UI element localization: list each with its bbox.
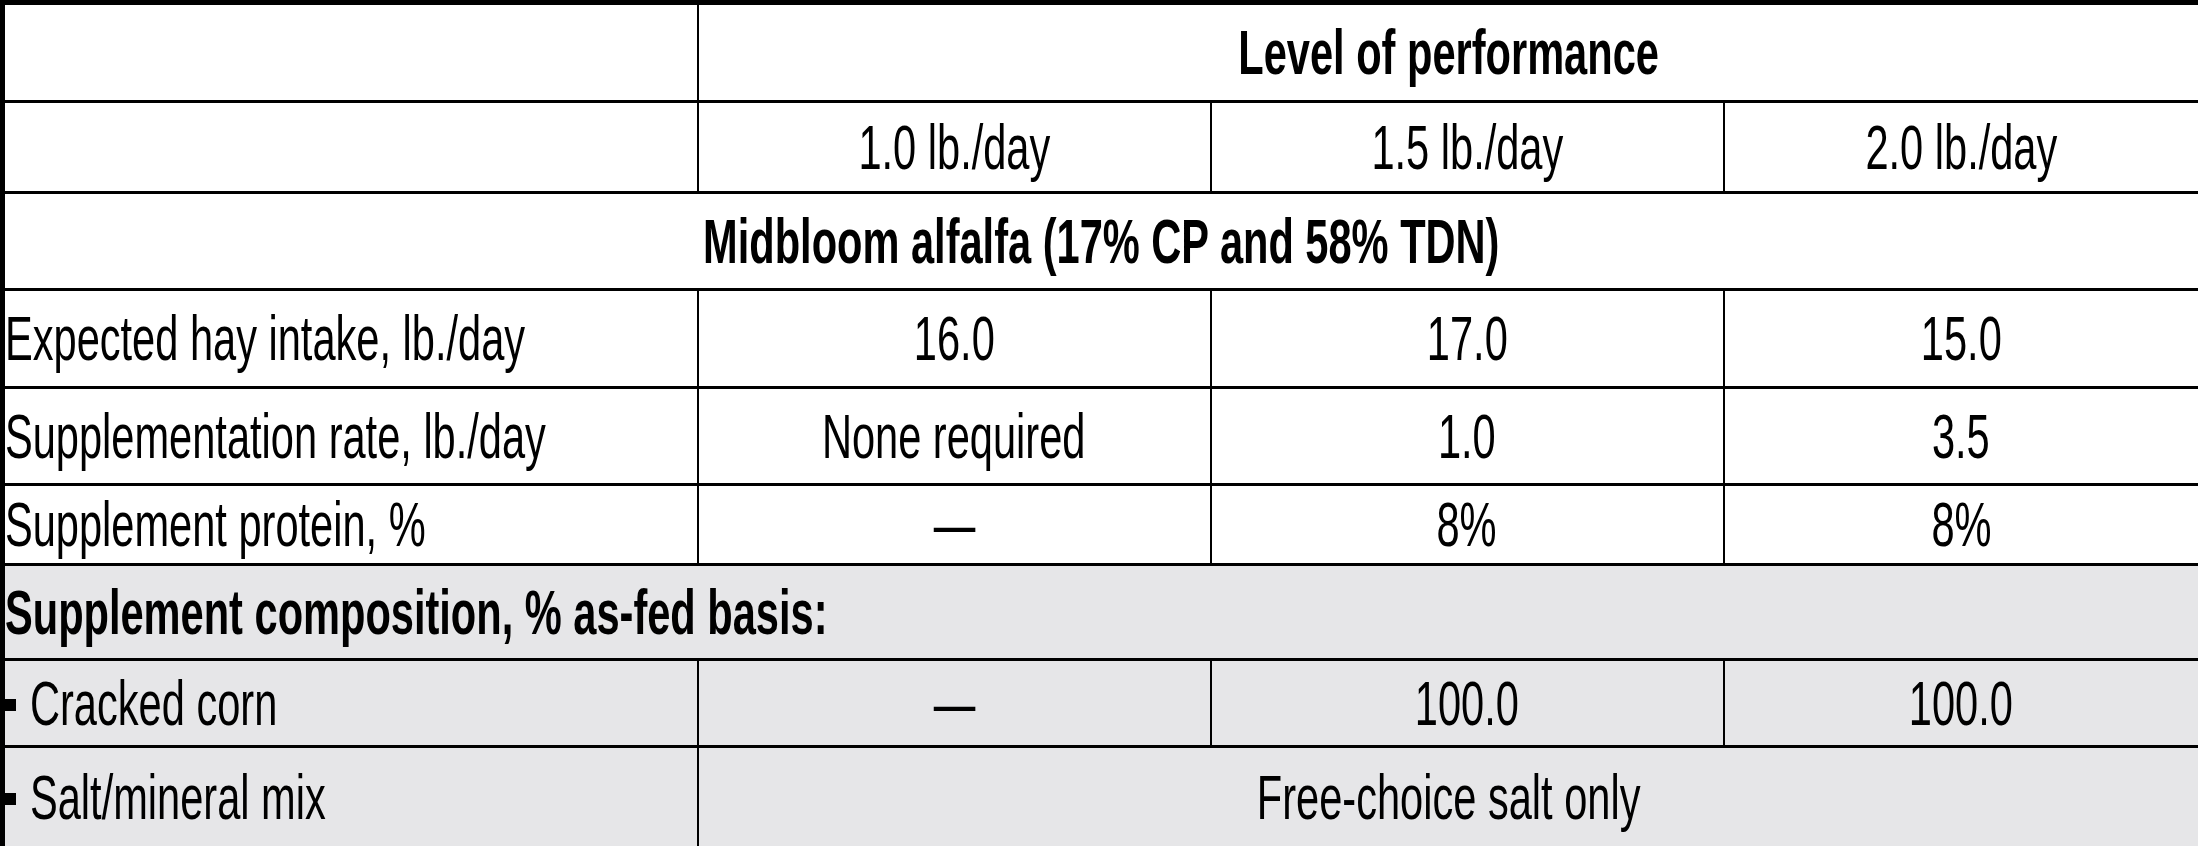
value-cell: 3.5 <box>1724 388 2198 485</box>
table-screenshot: Level of performance 1.0 lb./day 1.5 lb.… <box>0 0 2198 846</box>
value-cell: — <box>698 485 1211 565</box>
square-bullet-icon <box>5 793 16 805</box>
value-cell: 100.0 <box>1211 660 1724 747</box>
value-cell: 16.0 <box>698 290 1211 388</box>
cell-value: 1.0 <box>1438 403 1496 469</box>
column-header-label: 1.5 lb./day <box>1371 114 1563 180</box>
column-header-label: 1.0 lb./day <box>858 114 1050 180</box>
cell-value: — <box>933 670 975 736</box>
row-label-supplementation-rate: Supplementation rate, lb./day <box>3 388 698 485</box>
column-header-level-1: 1.0 lb./day <box>698 102 1211 193</box>
row-label-supplement-protein: Supplement protein, % <box>3 485 698 565</box>
corner-blank-cell <box>3 102 698 193</box>
cell-value: 17.0 <box>1427 305 1508 371</box>
header-row-levels: 1.0 lb./day 1.5 lb./day 2.0 lb./day <box>3 102 2198 193</box>
column-header-label: 2.0 lb./day <box>1865 114 2057 180</box>
header-row-performance: Level of performance <box>3 3 2198 102</box>
corner-blank-cell <box>3 3 698 102</box>
cell-value: Free-choice salt only <box>1256 764 1640 830</box>
value-cell: — <box>698 660 1211 747</box>
header-label: Level of performance <box>1238 19 1659 85</box>
section-header-label: Supplement composition, % as-fed basis: <box>5 579 827 645</box>
row-label-salt-mineral-mix: Salt/mineral mix <box>3 747 698 846</box>
row-label-hay-intake: Expected hay intake, lb./day <box>3 290 698 388</box>
table-row-salt-mineral-mix: Salt/mineral mix Free-choice salt only <box>3 747 2198 846</box>
cell-value: 8% <box>1931 491 1991 557</box>
cell-value: 3.5 <box>1932 403 1990 469</box>
cell-value: 16.0 <box>914 305 995 371</box>
row-label: Supplement protein, % <box>5 491 426 557</box>
section-row-supplement-composition: Supplement composition, % as-fed basis: <box>3 565 2198 660</box>
square-bullet-icon <box>5 699 16 711</box>
supplementation-table: Level of performance 1.0 lb./day 1.5 lb.… <box>0 0 2198 846</box>
cell-value: — <box>933 491 975 557</box>
value-cell: 8% <box>1724 485 2198 565</box>
value-cell: 100.0 <box>1724 660 2198 747</box>
table-row-cracked-corn: Cracked corn — 100.0 100.0 <box>3 660 2198 747</box>
value-cell: 8% <box>1211 485 1724 565</box>
section-row-midbloom-alfalfa: Midbloom alfalfa (17% CP and 58% TDN) <box>3 193 2198 290</box>
row-label: Salt/mineral mix <box>30 764 326 830</box>
section-header-label: Midbloom alfalfa (17% CP and 58% TDN) <box>703 208 1499 274</box>
table-row-hay-intake: Expected hay intake, lb./day 16.0 17.0 1… <box>3 290 2198 388</box>
level-of-performance-header: Level of performance <box>698 3 2198 102</box>
cell-value: 15.0 <box>1921 305 2002 371</box>
cell-value: 8% <box>1437 491 1497 557</box>
value-cell: 1.0 <box>1211 388 1724 485</box>
cell-value: 100.0 <box>1415 670 1519 736</box>
row-label: Supplementation rate, lb./day <box>5 403 546 469</box>
table-row-supplementation-rate: Supplementation rate, lb./day None requi… <box>3 388 2198 485</box>
section-header-supplement-composition: Supplement composition, % as-fed basis: <box>3 565 2198 660</box>
value-cell: 17.0 <box>1211 290 1724 388</box>
row-label: Expected hay intake, lb./day <box>5 305 525 371</box>
value-cell: None required <box>698 388 1211 485</box>
value-cell: 15.0 <box>1724 290 2198 388</box>
row-label-cracked-corn: Cracked corn <box>3 660 698 747</box>
table-row-supplement-protein: Supplement protein, % — 8% 8% <box>3 485 2198 565</box>
merged-value-cell: Free-choice salt only <box>698 747 2198 846</box>
column-header-level-2: 1.5 lb./day <box>1211 102 1724 193</box>
column-header-level-3: 2.0 lb./day <box>1724 102 2198 193</box>
section-header-midbloom-alfalfa: Midbloom alfalfa (17% CP and 58% TDN) <box>3 193 2198 290</box>
cell-value: None required <box>822 403 1086 469</box>
row-label: Cracked corn <box>30 670 277 736</box>
cell-value: 100.0 <box>1909 670 2013 736</box>
